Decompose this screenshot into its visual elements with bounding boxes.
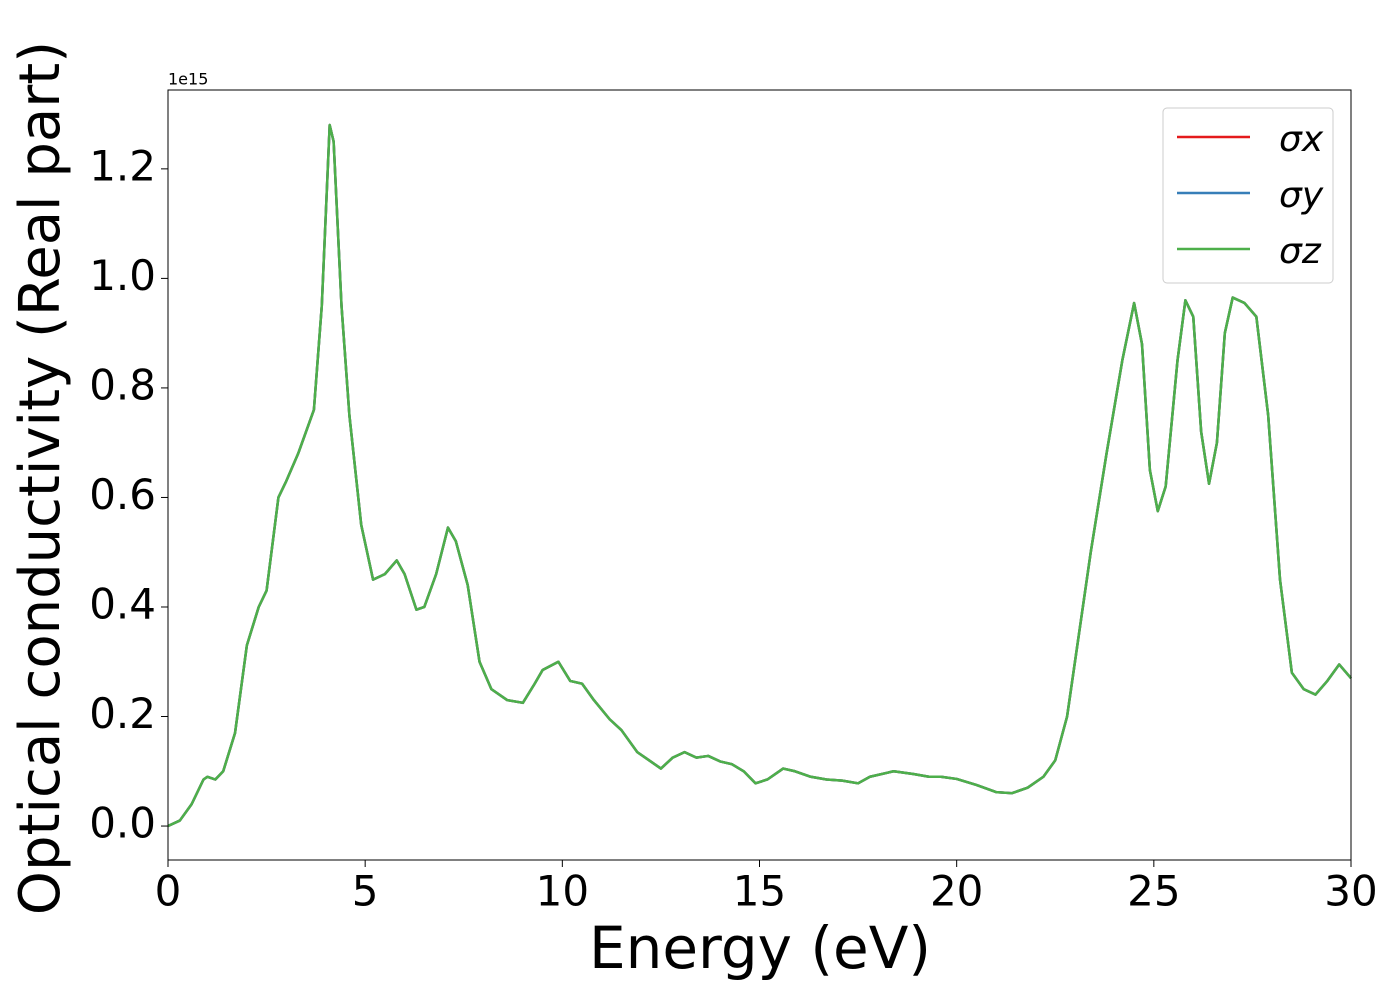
y-tick-label: 0.8: [89, 360, 156, 409]
y-tick-label: 1.2: [89, 141, 156, 190]
x-tick-label: 10: [536, 867, 589, 916]
y-tick-label: 0.2: [89, 689, 156, 738]
offset-label: 1e15: [168, 70, 208, 89]
legend-label: σy: [1279, 175, 1324, 216]
y-axis-label: Optical conductivity (Real part): [8, 41, 73, 915]
line-series: [167, 123, 1352, 828]
legend-label: σx: [1279, 119, 1324, 160]
x-tick-label: 0: [155, 867, 182, 916]
x-tick-label: 25: [1127, 867, 1180, 916]
x-tick-label: 20: [930, 867, 983, 916]
x-tick-label: 15: [733, 867, 786, 916]
x-tick-label: 30: [1324, 867, 1377, 916]
y-tick-label: 0.4: [89, 579, 156, 628]
legend-box: [1162, 107, 1334, 284]
y-tick-label: 1.0: [89, 251, 156, 300]
plot-frame: [167, 89, 1352, 861]
x-tick-label: 5: [352, 867, 379, 916]
y-tick-label: 0.6: [89, 470, 156, 519]
legend-label: σz: [1279, 231, 1322, 272]
y-tick-label: 0.0: [89, 799, 156, 848]
x-axis-label: Energy (eV): [589, 914, 931, 982]
